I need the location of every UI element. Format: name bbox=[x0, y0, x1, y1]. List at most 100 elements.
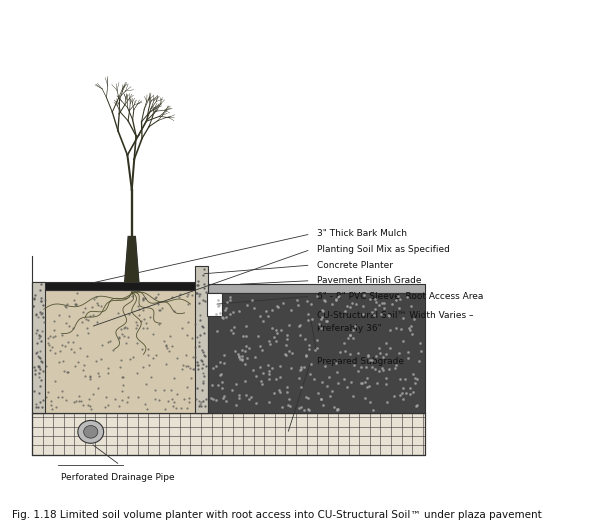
Point bbox=[50, 317, 59, 325]
Point bbox=[383, 311, 392, 319]
Point bbox=[69, 348, 78, 356]
Point bbox=[46, 401, 56, 410]
Point bbox=[91, 357, 101, 365]
Point bbox=[86, 402, 95, 410]
Point bbox=[31, 329, 41, 337]
Point bbox=[332, 368, 342, 376]
Point bbox=[46, 332, 55, 340]
Point bbox=[36, 309, 46, 318]
Point bbox=[168, 394, 177, 403]
Point bbox=[238, 354, 247, 363]
Point bbox=[49, 332, 58, 341]
Point bbox=[197, 345, 207, 354]
Point bbox=[285, 402, 294, 410]
Point bbox=[200, 280, 209, 288]
Point bbox=[377, 298, 386, 307]
Point bbox=[398, 337, 408, 345]
Point bbox=[198, 379, 208, 387]
Point bbox=[57, 341, 66, 349]
Point bbox=[46, 345, 55, 354]
Point bbox=[108, 346, 117, 354]
Point bbox=[182, 331, 192, 340]
Point bbox=[367, 363, 377, 371]
Point bbox=[412, 402, 422, 410]
Point bbox=[410, 379, 419, 387]
Point bbox=[146, 313, 155, 321]
Point bbox=[187, 291, 197, 300]
Point bbox=[320, 361, 329, 370]
Point bbox=[30, 386, 39, 395]
Point bbox=[348, 392, 358, 400]
Point bbox=[132, 369, 141, 377]
Point bbox=[117, 373, 127, 382]
Point bbox=[267, 323, 276, 332]
Point bbox=[83, 401, 93, 410]
Point bbox=[231, 380, 241, 388]
Point bbox=[208, 364, 218, 372]
Point bbox=[312, 344, 321, 353]
Bar bbox=[32, 413, 425, 455]
Point bbox=[155, 306, 164, 314]
Point bbox=[226, 326, 235, 334]
Point bbox=[103, 338, 112, 346]
Point bbox=[142, 405, 152, 413]
Point bbox=[83, 329, 93, 337]
Point bbox=[299, 406, 308, 414]
Point bbox=[82, 324, 92, 332]
Point bbox=[134, 305, 143, 313]
Point bbox=[350, 360, 359, 369]
Point bbox=[367, 356, 377, 364]
Point bbox=[284, 401, 293, 409]
Bar bbox=[207, 292, 221, 316]
Point bbox=[255, 312, 265, 320]
Point bbox=[32, 348, 41, 356]
Point bbox=[382, 350, 391, 359]
Point bbox=[150, 385, 159, 394]
Point bbox=[54, 358, 64, 366]
Point bbox=[101, 392, 111, 401]
Point bbox=[30, 294, 39, 302]
Point bbox=[215, 358, 224, 366]
Point bbox=[294, 301, 303, 309]
Point bbox=[123, 333, 133, 341]
Point bbox=[47, 342, 56, 351]
Point bbox=[198, 369, 207, 377]
Point bbox=[307, 299, 316, 308]
Point bbox=[105, 337, 115, 345]
Point bbox=[234, 394, 244, 402]
Point bbox=[43, 334, 52, 343]
Point bbox=[181, 350, 191, 359]
Point bbox=[409, 315, 419, 323]
Point bbox=[361, 378, 370, 386]
Point bbox=[197, 364, 207, 372]
Point bbox=[208, 395, 217, 403]
Point bbox=[119, 331, 128, 340]
Point bbox=[372, 379, 381, 387]
Point bbox=[213, 296, 223, 304]
Point bbox=[157, 304, 167, 312]
Point bbox=[275, 388, 285, 396]
Point bbox=[36, 382, 45, 391]
Point bbox=[169, 373, 178, 382]
Bar bbox=[32, 413, 425, 455]
Point bbox=[33, 352, 43, 360]
Point bbox=[405, 384, 414, 393]
Point bbox=[371, 298, 381, 306]
Point bbox=[234, 307, 244, 316]
Point bbox=[38, 312, 48, 321]
Point bbox=[65, 312, 74, 321]
Point bbox=[32, 326, 41, 334]
Point bbox=[193, 280, 202, 289]
Point bbox=[391, 296, 401, 304]
Point bbox=[198, 396, 208, 405]
Point bbox=[188, 333, 197, 342]
Point bbox=[51, 349, 60, 357]
Point bbox=[186, 374, 195, 382]
Point bbox=[305, 370, 314, 379]
Point bbox=[264, 370, 274, 378]
Point bbox=[62, 319, 71, 328]
Point bbox=[347, 377, 356, 386]
Point bbox=[34, 388, 43, 397]
Point bbox=[216, 370, 226, 379]
Point bbox=[37, 309, 47, 318]
